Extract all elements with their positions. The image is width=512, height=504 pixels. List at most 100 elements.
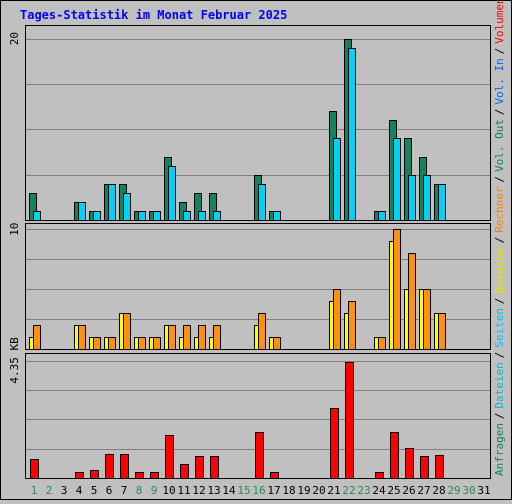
x-tick-label: 16	[252, 484, 265, 497]
x-tick-label: 4	[76, 484, 83, 497]
x-tick-label: 19	[297, 484, 310, 497]
x-tick-label: 14	[222, 484, 236, 497]
bar-visits-Rechner-day-1	[33, 325, 41, 350]
chart-title: Tages-Statistik im Monat Februar 2025	[20, 8, 287, 22]
x-tick-label: 5	[91, 484, 98, 497]
x-tick-label: 20	[312, 484, 325, 497]
panel-volume: 4.35 KB	[8, 337, 491, 479]
legend-item: /	[493, 176, 506, 183]
x-tick-label: 28	[432, 484, 445, 497]
bar-volume-Volumen-day-16	[255, 432, 264, 479]
bar-requests-Dateien-day-11	[183, 211, 191, 221]
bar-visits-Rechner-day-27	[423, 289, 431, 350]
bar-visits-Rechner-day-28	[438, 313, 446, 350]
x-tick-label: 2	[46, 484, 53, 497]
bar-visits-Rechner-day-21	[333, 289, 341, 350]
bar-requests-Dateien-day-13	[213, 211, 221, 221]
x-tick-label: 25	[387, 484, 400, 497]
bar-visits-Rechner-day-4	[78, 325, 86, 350]
bar-visits-Rechner-day-24	[378, 337, 386, 350]
chart-panels: 20 10 4.35 KB	[8, 25, 491, 479]
bar-requests-Dateien-day-17	[273, 211, 281, 221]
x-tick-label: 18	[282, 484, 295, 497]
bar-visits-Rechner-day-9	[153, 337, 161, 350]
bar-requests-Dateien-day-8	[138, 211, 146, 221]
x-tick-label: 29	[447, 484, 460, 497]
bar-volume-Volumen-day-11	[180, 464, 189, 479]
bar-visits-Rechner-day-13	[213, 325, 221, 350]
x-tick-label: 12	[192, 484, 205, 497]
legend-item: Vol. Out	[493, 119, 506, 172]
bar-requests-Dateien-day-5	[93, 211, 101, 221]
bar-volume-Volumen-day-27	[420, 456, 429, 479]
bar-requests-Dateien-day-22	[348, 48, 356, 221]
bar-visits-Rechner-day-12	[198, 325, 206, 350]
legend-item: Vol. In	[493, 58, 506, 104]
bar-volume-Volumen-day-9	[150, 472, 159, 479]
bar-visits-Rechner-day-7	[123, 313, 131, 350]
x-tick-label: 8	[136, 484, 143, 497]
bar-requests-Dateien-day-24	[378, 211, 386, 221]
x-tick-label: 15	[237, 484, 250, 497]
bar-visits-Rechner-day-10	[168, 325, 176, 350]
y-tick-label: 4.35 KB	[8, 337, 21, 384]
x-tick-label: 22	[342, 484, 355, 497]
bar-visits-Rechner-day-17	[273, 337, 281, 350]
bar-volume-Volumen-day-28	[435, 455, 444, 479]
bar-volume-Volumen-day-26	[405, 448, 414, 479]
x-tick-label: 23	[357, 484, 370, 497]
bar-volume-Volumen-day-7	[120, 454, 129, 479]
bar-requests-Dateien-day-1	[33, 211, 41, 221]
legend-item: /	[493, 48, 506, 55]
bar-requests-Dateien-day-7	[123, 193, 131, 221]
bar-visits-Rechner-day-22	[348, 301, 356, 350]
legend-item: Seiten	[493, 308, 506, 348]
bar-volume-Volumen-day-8	[135, 472, 144, 479]
x-tick-label: 17	[267, 484, 280, 497]
x-tick-label: 21	[327, 484, 340, 497]
x-tick-label: 26	[402, 484, 415, 497]
bar-volume-Volumen-day-6	[105, 454, 114, 479]
x-tick-label: 6	[106, 484, 113, 497]
bar-requests-Dateien-day-12	[198, 211, 206, 221]
x-tick-label: 30	[462, 484, 475, 497]
bar-volume-Volumen-day-25	[390, 432, 399, 479]
legend-item: Anfragen	[493, 423, 506, 476]
panel-visits: 10	[8, 223, 491, 350]
bar-visits-Rechner-day-11	[183, 325, 191, 350]
x-tick-label: 9	[151, 484, 158, 497]
y-tick-label: 20	[8, 32, 21, 45]
bar-volume-Volumen-day-24	[375, 472, 384, 479]
legend-item: /	[493, 237, 506, 244]
bar-visits-Rechner-day-16	[258, 313, 266, 350]
bar-requests-Dateien-day-25	[393, 138, 401, 221]
bar-requests-Dateien-day-26	[408, 175, 416, 221]
x-tick-label: 1	[31, 484, 38, 497]
bar-requests-Dateien-day-9	[153, 211, 161, 221]
x-tick-label: 24	[372, 484, 386, 497]
bar-requests-Dateien-day-21	[333, 138, 341, 221]
bar-volume-Volumen-day-10	[165, 435, 174, 479]
x-axis-day-labels: 1 2 3 4 5 6 7 8 9 10 11 12 13 14 15 16 17 18 19 20 21 22 23 24 2…	[31, 484, 491, 497]
bar-requests-Dateien-day-16	[258, 184, 266, 221]
legend-item: /	[493, 352, 506, 359]
bar-volume-Volumen-day-17	[270, 472, 279, 479]
x-tick-label: 3	[61, 484, 68, 497]
bar-requests-Dateien-day-28	[438, 184, 446, 221]
bar-requests-Dateien-day-6	[108, 184, 116, 221]
x-tick-label: 13	[207, 484, 220, 497]
legend-item: /	[493, 298, 506, 305]
bar-volume-Volumen-day-13	[210, 456, 219, 479]
bar-volume-Volumen-day-12	[195, 456, 204, 479]
x-tick-label: 7	[121, 484, 128, 497]
legend-item: Volumen	[493, 0, 506, 44]
bar-visits-Rechner-day-25	[393, 229, 401, 350]
bar-visits-Rechner-day-8	[138, 337, 146, 350]
y-tick-label: 10	[8, 223, 21, 236]
bar-visits-Rechner-day-6	[108, 337, 116, 350]
bar-volume-Volumen-day-1	[30, 459, 39, 479]
bar-volume-Volumen-day-5	[90, 470, 99, 479]
bar-volume-Volumen-day-4	[75, 472, 84, 479]
